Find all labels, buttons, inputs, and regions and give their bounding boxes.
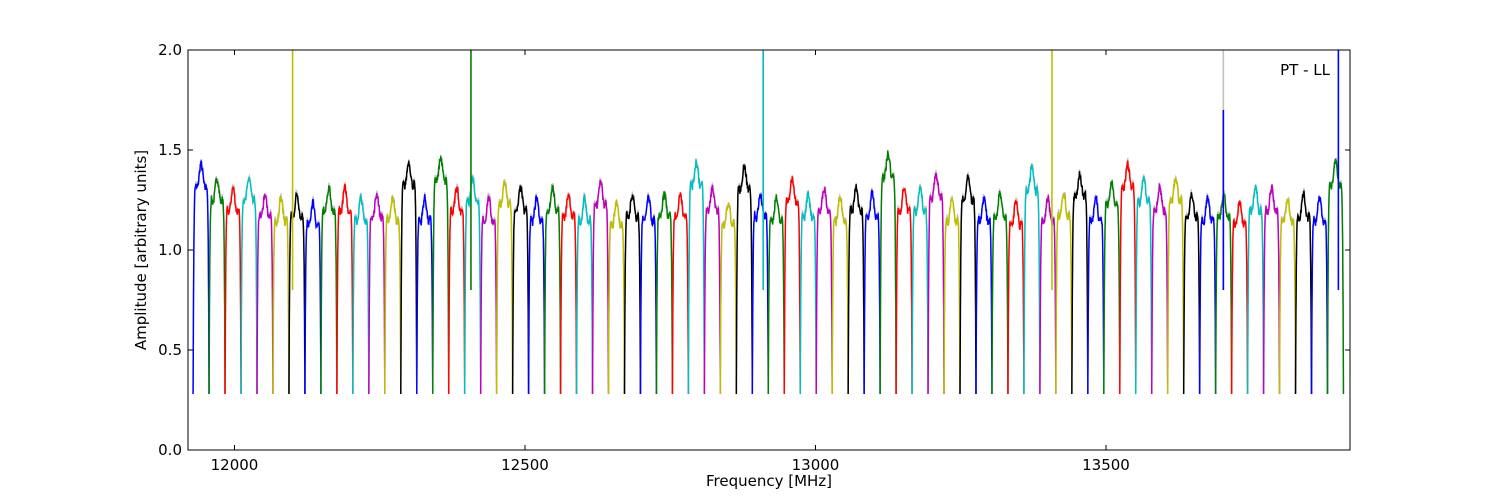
channel-trace bbox=[943, 196, 961, 395]
channel-trace bbox=[783, 176, 801, 395]
channel-trace bbox=[1119, 160, 1137, 395]
channel-trace bbox=[192, 160, 210, 395]
x-tick-label: 13000 bbox=[792, 456, 840, 474]
channel-trace bbox=[655, 191, 674, 395]
background-trace bbox=[1119, 157, 1137, 393]
channel-trace bbox=[543, 183, 562, 395]
channel-trace bbox=[1055, 192, 1073, 395]
channel-trace bbox=[895, 188, 913, 395]
channel-trace bbox=[911, 185, 929, 395]
channel-trace bbox=[511, 185, 530, 395]
channel-trace bbox=[1103, 180, 1121, 395]
channel-trace bbox=[975, 196, 993, 395]
channel-trace bbox=[256, 193, 274, 395]
channel-trace bbox=[991, 190, 1009, 395]
background-trace bbox=[400, 159, 418, 393]
channel-trace bbox=[1007, 199, 1025, 395]
channel-trace bbox=[495, 181, 514, 395]
channel-trace bbox=[352, 192, 370, 395]
channel-trace bbox=[575, 194, 594, 395]
channel-trace bbox=[432, 154, 450, 395]
channel-trace bbox=[1294, 190, 1313, 395]
channel-trace bbox=[288, 192, 306, 395]
y-axis-title: Amplitude [arbitrary units] bbox=[132, 150, 150, 350]
channel-trace bbox=[208, 178, 226, 395]
channel-trace bbox=[463, 176, 482, 395]
channel-trace bbox=[687, 157, 706, 395]
channel-trace bbox=[863, 189, 881, 395]
channel-trace bbox=[240, 176, 258, 395]
channel-trace bbox=[735, 163, 754, 395]
channel-trace bbox=[447, 186, 466, 395]
x-tick-label: 13500 bbox=[1082, 456, 1130, 474]
channel-trace bbox=[623, 194, 642, 395]
channel-trace bbox=[703, 184, 722, 395]
channel-trace bbox=[607, 199, 626, 395]
channel-trace bbox=[559, 193, 578, 395]
channel-trace bbox=[224, 185, 242, 395]
channel-trace bbox=[368, 192, 386, 395]
channel-trace bbox=[1278, 198, 1297, 395]
series-layer bbox=[192, 50, 1345, 395]
channel-trace bbox=[799, 191, 817, 395]
y-tick-label: 2.0 bbox=[158, 41, 182, 59]
channel-trace bbox=[639, 194, 658, 395]
channel-trace bbox=[527, 195, 546, 395]
channel-trace bbox=[400, 160, 418, 395]
channel-trace bbox=[336, 183, 354, 395]
y-tick-label: 0.0 bbox=[158, 441, 182, 459]
channel-trace bbox=[1246, 184, 1265, 395]
channel-trace bbox=[1262, 184, 1281, 395]
x-tick-label: 12500 bbox=[501, 456, 549, 474]
y-tick-label: 1.5 bbox=[158, 141, 182, 159]
panel-annotation: PT - LL bbox=[1280, 61, 1331, 79]
channel-trace bbox=[479, 195, 498, 395]
channel-trace bbox=[384, 194, 402, 395]
channel-trace bbox=[831, 196, 849, 395]
channel-trace bbox=[1198, 195, 1217, 395]
channel-trace bbox=[1023, 164, 1041, 395]
channel-trace bbox=[591, 179, 610, 395]
channel-trace bbox=[1326, 158, 1345, 395]
axes-layer: 12000 12500 13000 13500 0.0 0.5 1.0 1.5 2.0 bbox=[158, 41, 1350, 474]
channel-trace bbox=[847, 184, 865, 395]
y-tick-label: 0.5 bbox=[158, 341, 182, 359]
channel-trace bbox=[1150, 182, 1169, 395]
channel-trace bbox=[959, 174, 977, 395]
channel-trace bbox=[416, 194, 434, 395]
channel-trace bbox=[272, 195, 290, 395]
channel-trace bbox=[1071, 171, 1089, 395]
channel-trace bbox=[927, 172, 945, 395]
channel-trace bbox=[719, 202, 738, 395]
channel-trace bbox=[879, 150, 897, 395]
channel-trace bbox=[1182, 192, 1201, 395]
channel-trace bbox=[767, 194, 785, 395]
y-tick-label: 1.0 bbox=[158, 241, 182, 259]
channel-trace bbox=[304, 198, 322, 395]
plot-frame bbox=[187, 49, 1351, 451]
x-axis-title: Frequency [MHz] bbox=[706, 472, 832, 490]
channel-trace bbox=[1087, 195, 1105, 395]
channel-trace bbox=[1310, 196, 1329, 395]
channel-trace bbox=[1039, 195, 1057, 395]
x-tick-label: 12000 bbox=[211, 456, 259, 474]
channel-trace bbox=[751, 193, 770, 395]
channel-trace bbox=[320, 185, 338, 395]
channel-trace bbox=[1230, 199, 1249, 395]
channel-trace bbox=[815, 186, 833, 395]
channel-trace bbox=[671, 192, 690, 395]
channel-trace bbox=[1166, 177, 1185, 395]
background-trace bbox=[496, 178, 514, 394]
channel-trace bbox=[1135, 176, 1153, 395]
